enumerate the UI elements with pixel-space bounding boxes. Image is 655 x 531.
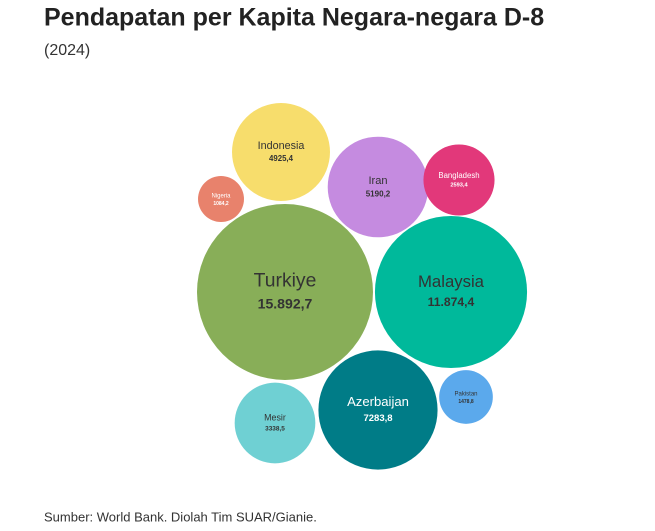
value-label: 11.874,4: [428, 295, 475, 309]
chart-title: Pendapatan per Kapita Negara-negara D-8: [44, 4, 544, 32]
value-label: 2593,4: [450, 183, 468, 189]
bubble-label: Indonesia: [258, 140, 305, 152]
value-label: 5190,2: [366, 189, 391, 198]
value-label: 3338,5: [265, 426, 285, 433]
bubble: [232, 103, 330, 201]
bubble: [197, 204, 373, 380]
bubble-label: Azerbaijan: [347, 394, 409, 409]
bubble: [318, 350, 438, 470]
bubble-label: Nigeria: [211, 193, 231, 199]
bubble-label: Turkiye: [254, 269, 317, 291]
value-label: 1478,8: [458, 399, 474, 405]
value-label: 1084,2: [213, 201, 229, 207]
bubble: [439, 370, 493, 424]
bubble: [198, 176, 244, 222]
bubble-label: Pakistan: [454, 391, 477, 397]
bubble: [234, 382, 316, 464]
bubble-label: Bangladesh: [438, 171, 479, 180]
bubble-label: Iran: [368, 175, 387, 187]
value-label: 15.892,7: [258, 295, 313, 311]
bubble: [374, 215, 528, 369]
source-note: Sumber: World Bank. Diolah Tim SUAR/Gian…: [44, 509, 317, 524]
bubble: [327, 136, 429, 238]
value-label: 4925,4: [269, 154, 294, 163]
chart-subtitle: (2024): [44, 42, 90, 59]
bubble-label: Malaysia: [418, 272, 485, 291]
value-label: 7283,8: [363, 413, 392, 424]
bubble-label: Mesir: [264, 412, 286, 422]
bubble: [423, 144, 495, 216]
